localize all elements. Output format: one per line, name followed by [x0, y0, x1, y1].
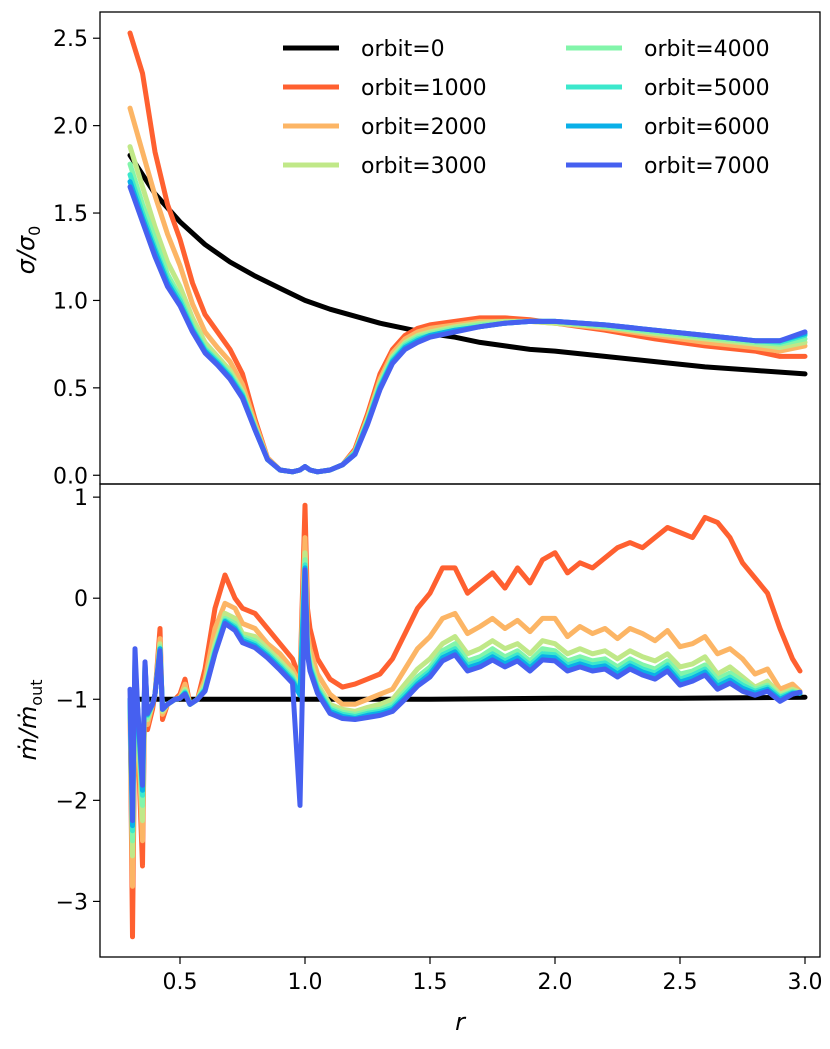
legend-label: orbit=4000	[644, 37, 770, 62]
top-ylabel: σ/σ0	[12, 226, 44, 275]
legend-label: orbit=5000	[644, 76, 770, 101]
bottom-axes: −3 −2 −1 0 1 0.5 1.0 1.5 2.0 2.5 3.0	[56, 486, 823, 995]
x-axis-label: r	[455, 1008, 467, 1036]
legend-label: orbit=1000	[361, 76, 487, 101]
x-tick-label: 2.0	[538, 970, 573, 995]
series-line-orbit-3000	[127, 550, 803, 859]
legend-label: orbit=6000	[644, 115, 770, 140]
y-tick-label: 1.0	[53, 289, 88, 314]
y-tick-label: 2.5	[53, 27, 88, 52]
y-tick-label: 0.5	[53, 377, 88, 402]
y-tick-label: 0.0	[53, 464, 88, 489]
series-line-orbit-1000	[127, 502, 803, 940]
legend-label: orbit=0	[361, 37, 445, 62]
y-tick-label: −1	[56, 688, 88, 713]
top-series-lines	[127, 30, 808, 475]
series-line-orbit-7000	[127, 184, 808, 475]
series-line-orbit-6000	[127, 179, 808, 475]
y-tick-label: −2	[56, 789, 88, 814]
legend-label: orbit=3000	[361, 154, 487, 179]
legend-label: orbit=7000	[644, 154, 770, 179]
legend-label: orbit=2000	[361, 115, 487, 140]
x-tick-label: 1.0	[288, 970, 323, 995]
x-tick-label: 3.0	[788, 970, 823, 995]
series-line-orbit-3000	[127, 144, 808, 475]
y-tick-label: 0	[74, 587, 88, 612]
x-tick-label: 0.5	[163, 970, 198, 995]
series-line-orbit-0	[127, 152, 808, 377]
bottom-plot-frame	[99, 483, 821, 958]
bottom-ylabel: ṁ/ṁout	[14, 679, 46, 760]
y-tick-label: 2.0	[53, 115, 88, 140]
x-tick-label: 2.5	[663, 970, 698, 995]
series-line-orbit-0	[127, 694, 808, 702]
legend: orbit=0 orbit=1000 orbit=2000 orbit=3000 orb…	[283, 37, 770, 179]
bottom-series-lines	[127, 502, 808, 940]
y-tick-label: 1	[74, 486, 88, 511]
series-line-orbit-7000	[127, 567, 803, 824]
bottom-panel: −3 −2 −1 0 1 0.5 1.0 1.5 2.0 2.5 3.0 ṁ/ṁout r	[14, 483, 823, 1036]
top-y-axis: 0.0 0.5 1.0 1.5 2.0 2.5	[53, 27, 100, 489]
x-tick-label: 1.5	[413, 970, 448, 995]
y-tick-label: 1.5	[53, 202, 88, 227]
top-panel: 0.0 0.5 1.0 1.5 2.0 2.5 σ/σ0 orbit=0 orbit=100…	[12, 11, 821, 489]
y-tick-label: −3	[56, 890, 88, 915]
